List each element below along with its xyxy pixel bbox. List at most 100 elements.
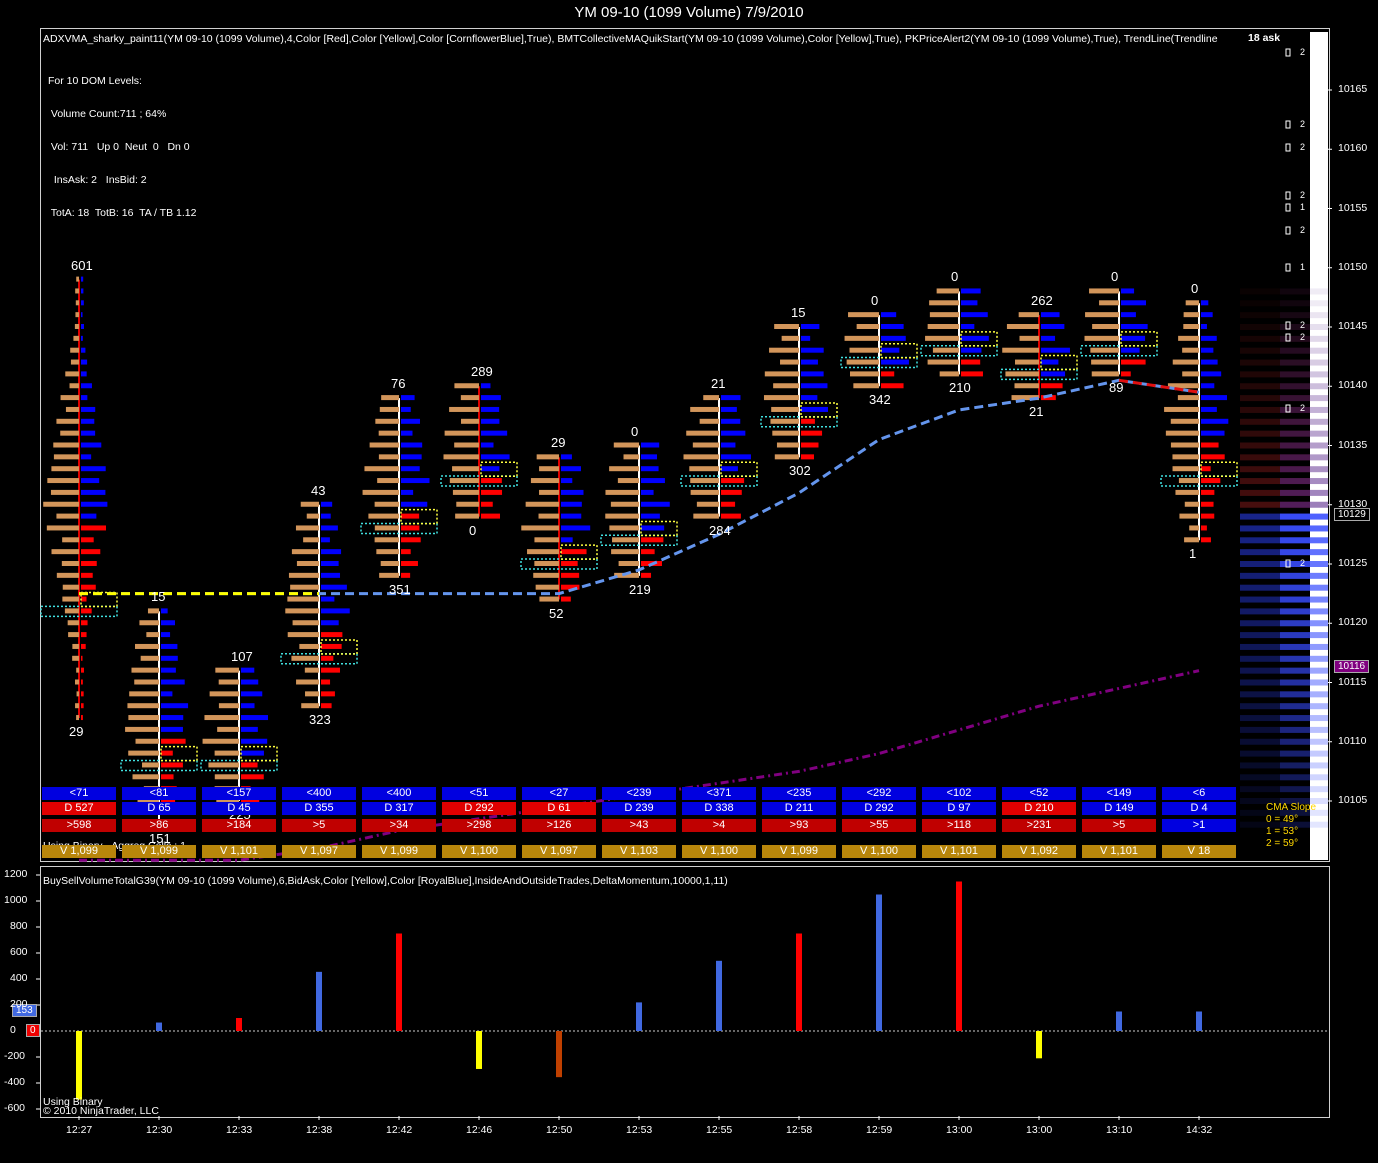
volume-profile-bar [533, 572, 559, 578]
delta-profile-bar [81, 371, 87, 377]
cma-slope-line: 2 = 59° [1266, 838, 1299, 849]
delta-profile-bar [321, 643, 342, 649]
delta-profile-bar [801, 430, 823, 436]
dom-depth-bar [1280, 300, 1328, 307]
volume-profile-bar [75, 679, 79, 685]
dom-depth-bar [1280, 312, 1328, 319]
delta-profile-bar [641, 454, 658, 460]
delta-profile-bar [321, 608, 350, 614]
bar-bottom-label: 52 [549, 605, 564, 621]
volume-profile-bar [1085, 312, 1119, 318]
dom-depth-bar [1240, 395, 1310, 402]
delta-profile-bar [641, 489, 654, 495]
volume-profile-bar [456, 501, 479, 507]
bar-bottom-label: 1 [1189, 546, 1197, 562]
volume-profile-bar [686, 430, 719, 436]
volume-tick-label: 1000 [4, 894, 28, 906]
footprint-cell-bid: >4 [682, 819, 756, 832]
delta-profile-bar [641, 537, 664, 543]
bar-bottom-label: 21 [1029, 404, 1044, 420]
footprint-cell-ask: <149 [1082, 787, 1156, 800]
delta-profile-bar [81, 501, 108, 507]
volume-profile-bar [699, 418, 719, 424]
dom-depth-bar [1240, 513, 1310, 520]
dom-depth-bar [1240, 501, 1310, 508]
dom-depth-bar [1240, 335, 1310, 342]
delta-profile-bar [561, 513, 582, 519]
delta-profile-bar [161, 655, 178, 661]
delta-profile-bar [721, 430, 746, 436]
delta-profile-bar [1201, 406, 1217, 412]
footprint-cell-delta: D 292 [442, 802, 516, 815]
price-tick-label: 10150 [1338, 260, 1368, 273]
volume-profile-bar [610, 501, 639, 507]
volume-tick-label: 600 [10, 946, 28, 958]
volume-profile-bar [1183, 324, 1199, 329]
dom-depth-bar [1280, 478, 1328, 485]
time-tick-label: 12:46 [466, 1124, 493, 1136]
volume-profile-bar [932, 347, 959, 353]
volume-panel [40, 866, 1330, 1118]
volume-profile-bar [683, 454, 719, 460]
delta-volume-bar [956, 881, 962, 1031]
delta-profile-bar [801, 324, 820, 329]
delta-profile-bar [641, 466, 659, 472]
delta-profile-bar [321, 632, 343, 638]
volume-profile-bar [539, 596, 559, 602]
footprint-cell-ask: <235 [762, 787, 836, 800]
dom-depth-bar [1240, 596, 1310, 603]
delta-volume-bar [876, 894, 882, 1031]
dom-level-box [1285, 48, 1291, 57]
delta-profile-bar [801, 395, 818, 401]
volume-profile-bar [60, 430, 79, 436]
poc-highlight-box [1080, 344, 1158, 357]
dom-depth-bar [1240, 809, 1310, 816]
volume-profile-bar [305, 691, 319, 697]
footprint-cell-bid: >184 [202, 819, 276, 832]
footprint-cell-vol: V 1,099 [762, 845, 836, 858]
dom-depth-bar [1240, 738, 1310, 745]
footprint-cell-ask: <52 [1002, 787, 1076, 800]
dom-depth-bar [1240, 312, 1310, 319]
volume-profile-bar [76, 691, 79, 697]
footprint-cell-delta: D 292 [842, 802, 916, 815]
footprint-cell-bid: >5 [1082, 819, 1156, 832]
dom-count-label: 2 [1300, 142, 1306, 152]
delta-profile-bar [401, 478, 430, 484]
volume-profile-bar [62, 584, 79, 590]
imbalance-highlight-box [800, 402, 838, 418]
volume-profile-bar [780, 359, 799, 365]
dom-depth-bar [1240, 300, 1310, 307]
delta-volume-bar [1196, 1011, 1202, 1031]
delta-profile-bar [241, 750, 264, 756]
volume-profile-bar [1014, 383, 1039, 389]
volume-profile-bar [379, 572, 399, 578]
price-tick-label: 10125 [1338, 557, 1368, 569]
delta-profile-bar [161, 608, 168, 614]
volume-profile-bar [611, 549, 639, 555]
delta-profile-bar [801, 347, 824, 353]
footprint-cell-vol: V 1,101 [922, 845, 996, 858]
dom-depth-bar [1280, 525, 1328, 532]
delta-profile-bar [81, 288, 84, 294]
volume-profile-bar [1182, 347, 1199, 353]
volume-profile-bar [75, 288, 79, 294]
delta-profile-bar [81, 643, 86, 649]
bar-bottom-label: 323 [309, 712, 331, 728]
volume-profile-bar [1170, 442, 1199, 448]
delta-profile-bar [321, 572, 341, 578]
volume-profile-bar [530, 478, 559, 484]
footprint-cell-bid: >55 [842, 819, 916, 832]
poc-highlight-box [520, 558, 598, 570]
delta-profile-bar [321, 655, 334, 661]
delta-profile-bar [1041, 395, 1056, 401]
volume-profile-bar [76, 667, 79, 673]
delta-profile-bar [401, 454, 422, 460]
dom-depth-bar [1280, 584, 1328, 591]
delta-volume-bar [396, 933, 402, 1031]
delta-profile-bar [401, 442, 423, 448]
dom-depth-bar [1240, 537, 1310, 544]
delta-profile-bar [401, 513, 420, 519]
dom-depth-bar [1280, 513, 1328, 520]
volume-profile-bar [70, 359, 79, 365]
